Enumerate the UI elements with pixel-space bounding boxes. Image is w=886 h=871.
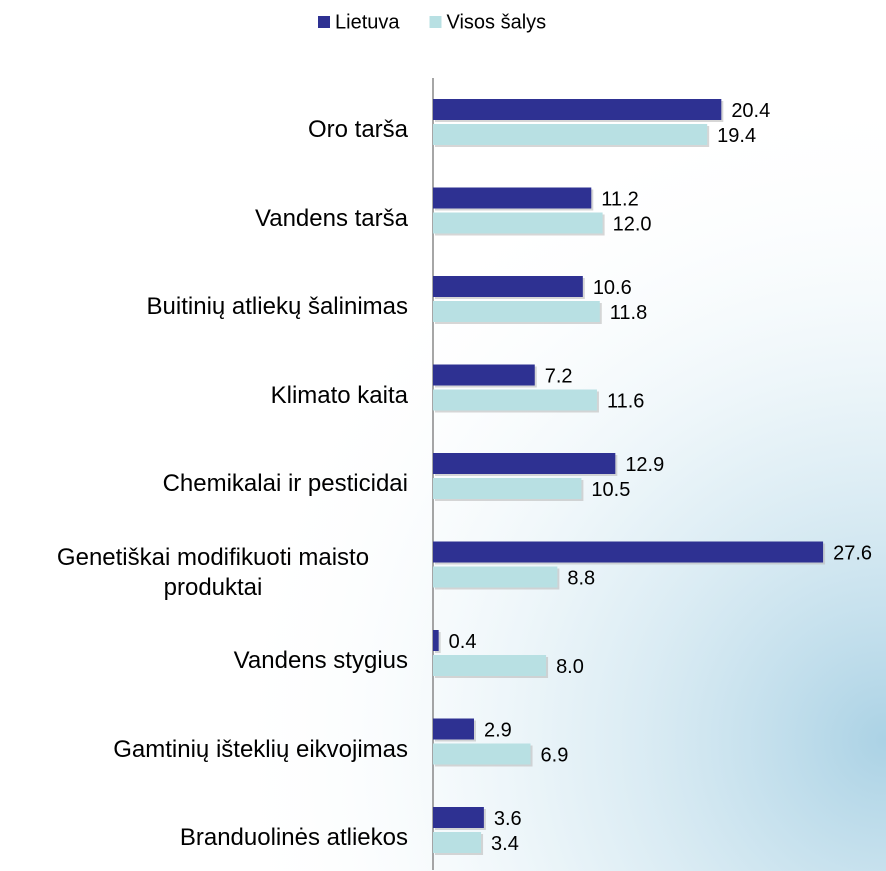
value-label: 27.6 [833,542,872,564]
legend-label: Lietuva [335,11,400,33]
category-label: Gamtinių išteklių eikvojimas [113,735,408,763]
bar [433,276,583,297]
bar [433,541,824,563]
value-label: 7.2 [545,365,573,387]
bar [433,807,484,828]
value-label: 8.0 [556,656,584,678]
value-label: 6.9 [541,744,569,766]
category-label: Buitinių atliekų šalinimas [146,293,408,320]
value-label: 11.2 [601,188,638,210]
category-label: Vandens stygius [233,647,408,674]
bar [433,478,582,499]
value-label: 10.5 [591,479,630,501]
bar [433,389,597,411]
category-label: Klimato kaita [270,381,408,409]
bar [433,832,482,853]
value-label: 0.4 [449,631,477,653]
bar [433,655,547,676]
value-label: 3.6 [494,808,522,830]
bar [433,453,616,474]
legend-swatch [429,16,442,28]
bar [433,212,603,234]
legend-swatch [318,16,330,28]
bar [433,99,722,120]
value-label: 2.9 [484,719,512,741]
category-label: Genetiškai modifikuoti maisto produktai [56,543,370,601]
value-label: 11.8 [610,302,647,324]
value-label: 20.4 [731,100,770,122]
bar [433,566,558,588]
category-label: Vandens tarša [255,204,408,232]
value-label: 3.4 [491,833,519,855]
value-label: 12.0 [613,213,652,235]
bar [433,187,592,209]
bar [433,301,600,322]
value-label: 11.6 [607,390,644,412]
bar [433,364,535,386]
value-label: 19.4 [717,125,756,147]
value-label: 12.9 [625,454,664,476]
value-label: 10.6 [593,277,632,299]
bar [433,718,474,740]
category-label: Branduolinės atliekos [179,824,408,851]
bar [433,743,531,765]
category-label: Chemikalai ir pesticidai [162,470,408,497]
bar [433,630,439,651]
value-label: 8.8 [567,567,595,589]
category-label: Oro tarša [307,116,408,143]
legend-label: Visos šalys [447,11,547,33]
bar [433,124,708,145]
